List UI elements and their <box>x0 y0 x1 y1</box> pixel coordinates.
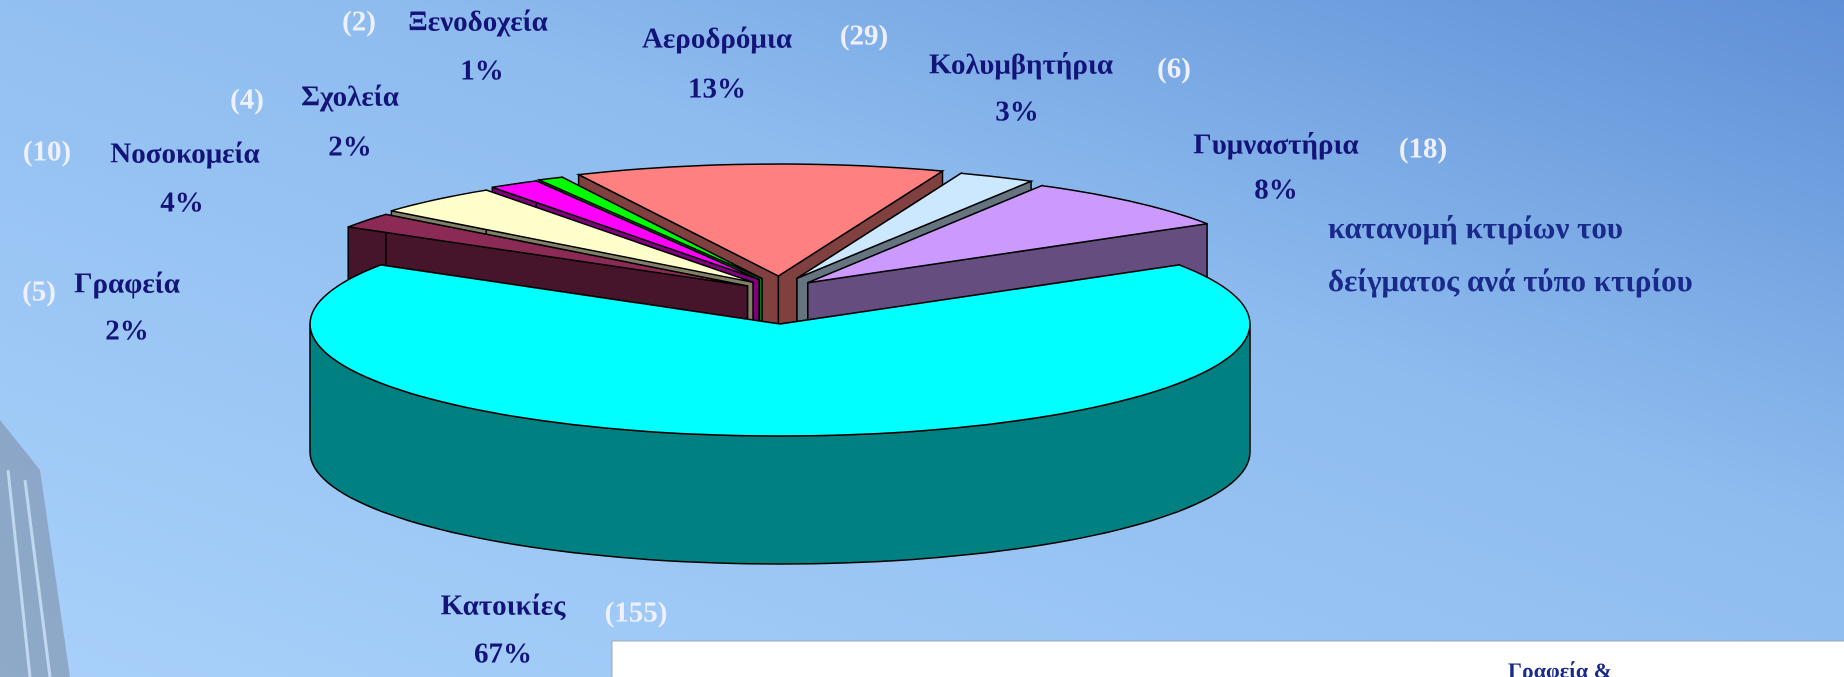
slice-top <box>347 213 748 287</box>
slice-label: Αεροδρόμια <box>642 23 792 55</box>
slice-label: Κολυμβητήρια <box>929 49 1113 81</box>
count-label: (2) <box>342 6 376 38</box>
title-line: κατανομή κτιρίων του <box>1328 210 1623 245</box>
count-label: (4) <box>230 84 264 116</box>
percent-label: 1% <box>460 55 504 87</box>
count-label: (10) <box>23 136 71 168</box>
slice-label: Γυμναστήρια <box>1193 129 1358 161</box>
inset-text: Γραφεία & <box>1508 658 1612 677</box>
slice-top <box>796 172 1034 279</box>
slice-label: Νοσοκομεία <box>110 138 260 170</box>
percent-label: 2% <box>328 131 372 163</box>
count-label: (29) <box>840 20 888 52</box>
count-label: (5) <box>22 276 56 308</box>
percent-label: 67% <box>474 638 532 670</box>
inset-box <box>611 640 1844 677</box>
count-label: (155) <box>605 597 668 629</box>
count-label: (6) <box>1157 53 1191 85</box>
title-line: δείγματος ανά τύπο κτιρίου <box>1328 263 1693 298</box>
slice-label: Σχολεία <box>301 81 399 113</box>
building-decoration <box>0 420 70 677</box>
slice-top <box>309 264 1251 437</box>
percent-label: 4% <box>160 187 204 219</box>
count-label: (18) <box>1399 133 1447 165</box>
pie <box>309 163 1251 565</box>
percent-label: 3% <box>995 96 1039 128</box>
slice-label: Γραφεία <box>74 268 180 300</box>
slice-top <box>391 189 754 284</box>
percent-label: 2% <box>105 315 149 347</box>
slice-top <box>492 180 760 281</box>
slice-top <box>575 163 945 277</box>
slice-top <box>807 184 1208 284</box>
slice-label: Ξενοδοχεία <box>408 6 548 38</box>
percent-label: 13% <box>688 73 746 105</box>
slice-top <box>536 176 763 280</box>
slice-label: Κατοικίες <box>441 590 567 622</box>
percent-label: 8% <box>1254 174 1298 206</box>
